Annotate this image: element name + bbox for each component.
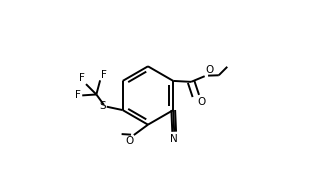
Text: F: F [79, 73, 85, 83]
Text: F: F [101, 70, 107, 80]
Text: O: O [197, 97, 206, 108]
Text: O: O [206, 65, 214, 75]
Text: S: S [99, 101, 106, 111]
Text: F: F [75, 90, 81, 100]
Text: O: O [125, 136, 133, 146]
Text: N: N [170, 134, 178, 144]
